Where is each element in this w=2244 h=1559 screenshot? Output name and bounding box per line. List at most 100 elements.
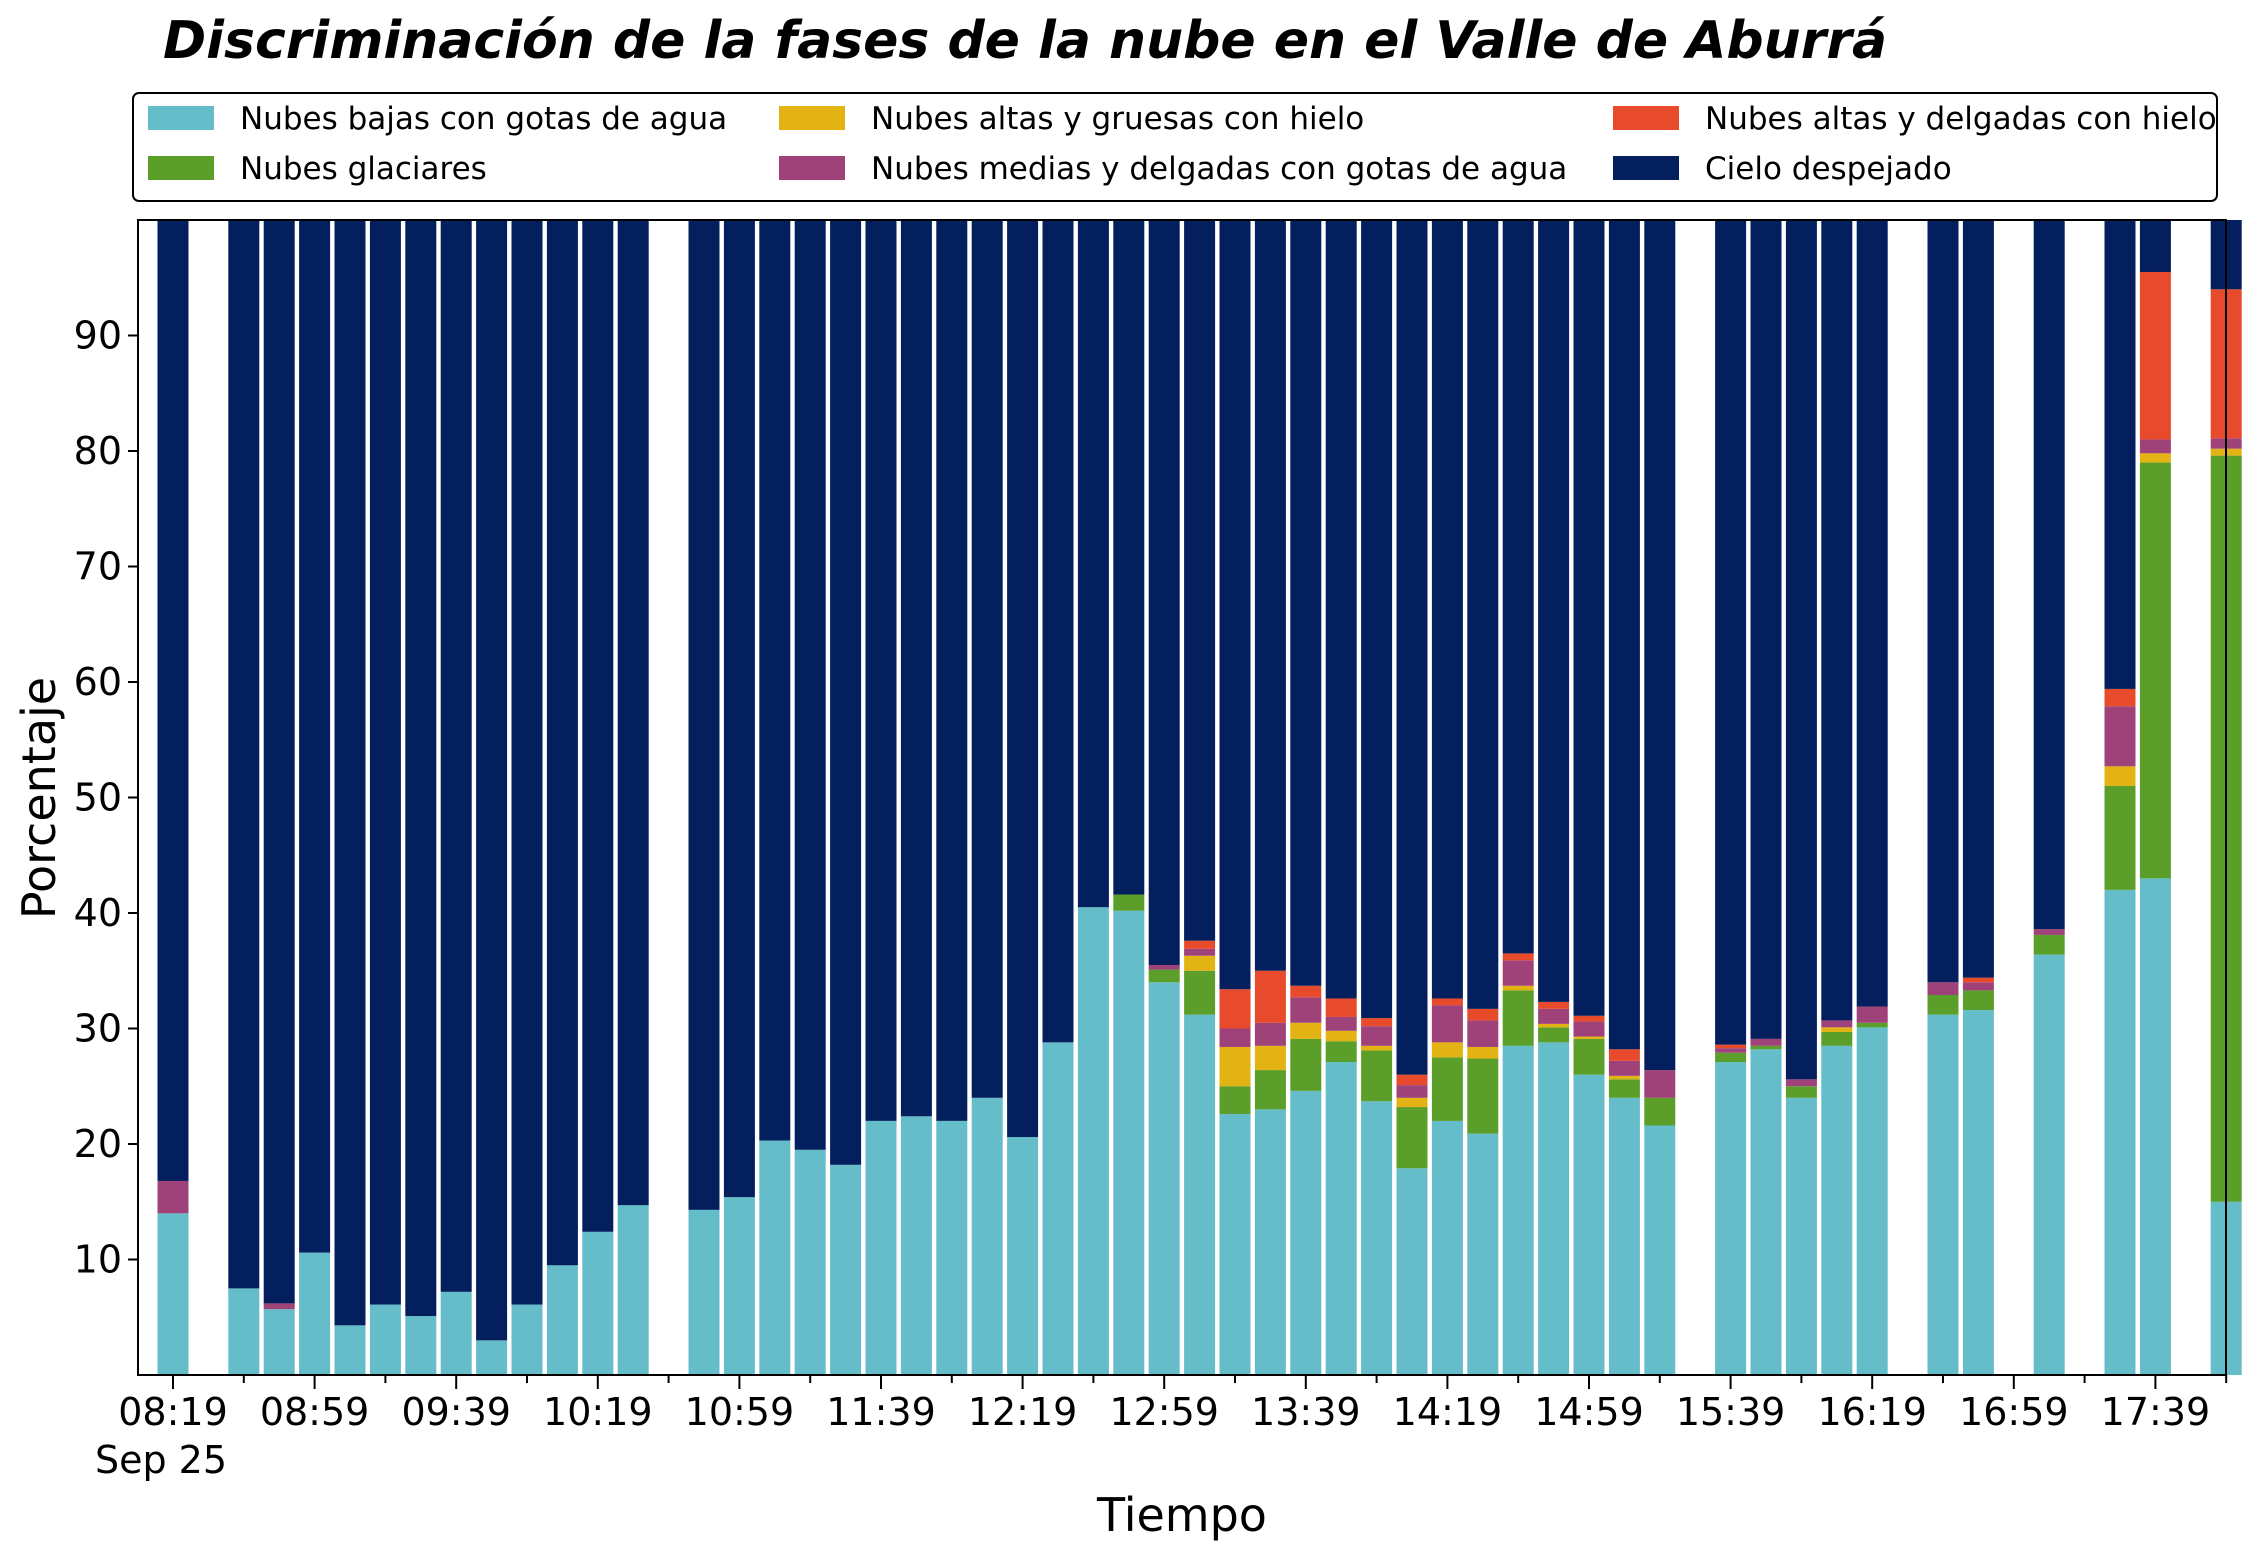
legend-label: Nubes altas y gruesas con hielo (871, 101, 1364, 137)
bar-segment-1359-s3 (1361, 1026, 1393, 1046)
bar-segment-1729-s1 (2104, 785, 2136, 890)
bar-segment-1309-s2 (1184, 955, 1216, 971)
bar-segment-1409-s0 (1396, 1168, 1428, 1375)
bar-segment-1639-s5 (1927, 220, 1959, 983)
bar-segment-1339-s2 (1290, 1022, 1322, 1039)
bar-segment-0919-s0 (369, 1304, 401, 1375)
bar-segment-1449-s5 (1538, 220, 1570, 1002)
bar-segment-1349-s0 (1325, 1061, 1357, 1375)
bar-segment-1739-s4 (2139, 271, 2171, 440)
bar-segment-1109-s0 (759, 1140, 791, 1375)
bar-segment-1359-s2 (1361, 1045, 1393, 1051)
x-axis: 08:19 08:59 09:39 10:19 10:59 11:39 12:19 12:59… (118, 1375, 2228, 1434)
x-tick-label: 16:59 (1959, 1390, 2069, 1434)
bar-segment-1109-s5 (759, 220, 791, 1141)
bar-segment-1249-s1 (1113, 894, 1145, 911)
x-tick-label: 14:19 (1393, 1390, 1503, 1434)
bar-segment-1329-s0 (1254, 1109, 1286, 1375)
bar-segment-1729-s0 (2104, 889, 2136, 1375)
bar-segment-1429-s0 (1467, 1133, 1499, 1375)
bar-segment-1649-s3 (1962, 982, 1994, 991)
bar-segment-1259-s0 (1148, 982, 1180, 1375)
bar-segment-0929-s0 (405, 1316, 437, 1375)
bar-segment-1619-s5 (1856, 220, 1888, 1007)
bar-segment-1419-s3 (1431, 1005, 1463, 1043)
legend-swatch (148, 106, 214, 130)
bar-segment-1639-s0 (1927, 1014, 1959, 1375)
bar-segment-1209-s0 (971, 1097, 1003, 1375)
bar-segment-1729-s3 (2104, 706, 2136, 767)
x-tick-label: 12:59 (1109, 1390, 1219, 1434)
x-tick-label: 13:39 (1251, 1390, 1361, 1434)
bar-segment-1739-s3 (2139, 439, 2171, 454)
bar-segment-1419-s4 (1431, 998, 1463, 1006)
x-tick-label: 12:19 (968, 1390, 1078, 1434)
bar-segment-1429-s1 (1467, 1058, 1499, 1134)
bar-segment-1229-s0 (1042, 1042, 1074, 1375)
bar-segment-1709-s3 (2033, 929, 2065, 935)
bar-segment-1319-s3 (1219, 1028, 1251, 1047)
legend-swatch (779, 106, 845, 130)
bar-segment-1219-s5 (1007, 220, 1039, 1138)
bar-segment-1309-s4 (1184, 940, 1216, 949)
bar-segment-1009-s0 (546, 1265, 578, 1375)
bar-segment-1619-s1 (1856, 1022, 1888, 1028)
bar-segment-1709-s5 (2033, 220, 2065, 930)
bar-segment-1319-s2 (1219, 1046, 1251, 1087)
bars (157, 220, 2242, 1376)
y-tick-label: 90 (74, 314, 122, 358)
bar-segment-1409-s4 (1396, 1074, 1428, 1086)
bar-segment-1349-s3 (1325, 1016, 1357, 1031)
bar-segment-1409-s1 (1396, 1107, 1428, 1169)
bar-segment-1509-s0 (1608, 1097, 1640, 1375)
bar-segment-1139-s5 (865, 220, 897, 1121)
bar-segment-1559-s3 (1785, 1079, 1817, 1087)
bar-segment-0849-s0 (263, 1309, 295, 1375)
bar-segment-1359-s0 (1361, 1101, 1393, 1375)
bar-segment-0919-s5 (369, 220, 401, 1305)
bar-segment-1459-s4 (1573, 1015, 1605, 1022)
bar-segment-1449-s2 (1538, 1023, 1570, 1028)
bar-segment-1639-s3 (1927, 982, 1959, 996)
bar-segment-1009-s5 (546, 220, 578, 1266)
bar-segment-1329-s1 (1254, 1070, 1286, 1110)
bar-segment-1729-s5 (2104, 220, 2136, 689)
bar-segment-1309-s1 (1184, 970, 1216, 1015)
bar-segment-0909-s0 (334, 1325, 366, 1375)
bar-segment-1419-s1 (1431, 1057, 1463, 1121)
legend-swatch (148, 156, 214, 180)
bar-segment-1649-s5 (1962, 220, 1994, 978)
bar-segment-0849-s5 (263, 220, 295, 1304)
bar-segment-1239-s5 (1077, 220, 1109, 908)
bar-segment-1249-s5 (1113, 220, 1145, 895)
bar-segment-0959-s5 (511, 220, 543, 1305)
bar-segment-1439-s5 (1502, 220, 1534, 954)
bar-segment-1549-s5 (1750, 220, 1782, 1039)
bar-segment-1019-s0 (582, 1231, 614, 1375)
bar-segment-1319-s0 (1219, 1113, 1251, 1375)
bar-segment-1539-s4 (1715, 1044, 1747, 1049)
bar-segment-1439-s3 (1502, 960, 1534, 986)
bar-segment-1549-s3 (1750, 1038, 1782, 1046)
bar-segment-1449-s1 (1538, 1027, 1570, 1043)
bar-segment-1059-s0 (723, 1197, 755, 1375)
x-tick-label: 16:19 (1817, 1390, 1927, 1434)
chart-title: Discriminación de la fases de la nube en… (163, 11, 1887, 71)
x-tick-label: 17:39 (2101, 1390, 2211, 1434)
bar-segment-1139-s0 (865, 1120, 897, 1375)
bar-segment-0909-s5 (334, 220, 366, 1326)
legend-label: Nubes medias y delgadas con gotas de agu… (871, 151, 1567, 187)
bar-segment-1649-s0 (1962, 1010, 1994, 1375)
bar-segment-1609-s0 (1821, 1045, 1853, 1375)
bar-segment-0939-s0 (440, 1291, 472, 1375)
x-tick-label: 09:39 (401, 1390, 511, 1434)
bar-segment-1559-s0 (1785, 1097, 1817, 1375)
bar-segment-1029-s5 (617, 220, 649, 1206)
bar-segment-1359-s1 (1361, 1050, 1393, 1102)
bar-segment-1409-s2 (1396, 1097, 1428, 1108)
bar-segment-1149-s5 (900, 220, 932, 1117)
bar-segment-1449-s0 (1538, 1042, 1570, 1375)
bar-segment-1329-s5 (1254, 220, 1286, 971)
bar-segment-1729-s4 (2104, 688, 2136, 707)
bar-segment-1309-s0 (1184, 1014, 1216, 1375)
